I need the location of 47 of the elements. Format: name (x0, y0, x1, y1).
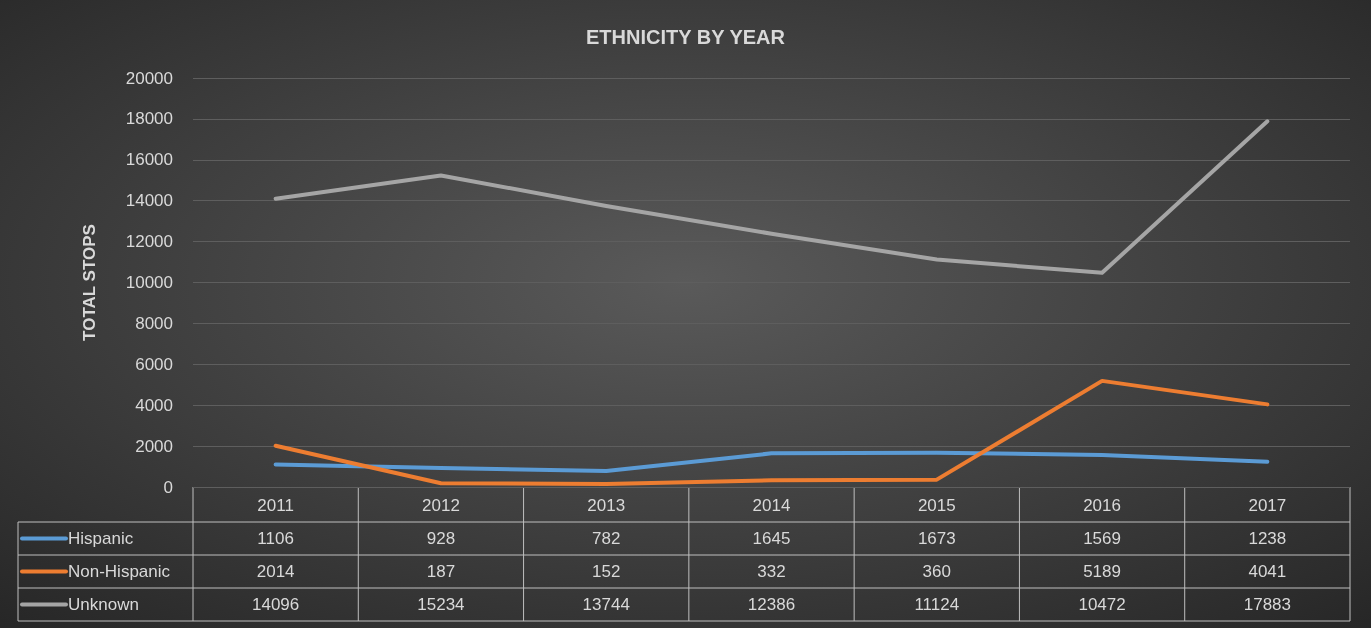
data-label: 332 (757, 562, 786, 581)
chart-title: ETHNICITY BY YEAR (586, 26, 786, 48)
y-tick-label: 6000 (135, 354, 173, 374)
y-tick-label: 14000 (125, 191, 173, 211)
x-tick-label: 2016 (1083, 496, 1121, 515)
y-axis-title: TOTAL STOPS (80, 224, 99, 341)
y-tick-label: 0 (163, 477, 173, 497)
data-label: 1106 (257, 529, 294, 548)
y-tick-label: 8000 (135, 313, 173, 333)
data-label: 782 (592, 529, 621, 548)
legend-label: Non-Hispanic (68, 562, 171, 581)
data-label: 5189 (1083, 562, 1121, 581)
data-label: 13744 (582, 595, 630, 614)
data-label: 928 (426, 529, 456, 548)
data-label: 1569 (1083, 529, 1121, 548)
data-label: 17883 (1243, 595, 1291, 614)
y-tick-label: 4000 (135, 395, 173, 415)
y-tick-label: 10000 (125, 273, 173, 292)
data-label: 11124 (914, 595, 960, 614)
data-label: 15234 (417, 595, 465, 614)
data-label: 1645 (752, 529, 791, 548)
x-tick-label: 2011 (257, 496, 294, 515)
legend-label: Unknown (68, 595, 139, 614)
legend-label: Hispanic (68, 529, 134, 548)
data-label: 10472 (1078, 595, 1126, 614)
data-label: 2014 (256, 562, 295, 581)
y-tick-label: 16000 (125, 150, 173, 170)
line-series (273, 378, 1270, 486)
y-tick-label: 20000 (125, 68, 173, 88)
data-label: 1673 (917, 529, 956, 548)
x-tick-label: 2014 (752, 496, 791, 515)
y-tick-label: 2000 (135, 436, 173, 456)
data-label: 4041 (1248, 562, 1287, 581)
x-tick-label: 2012 (422, 496, 460, 515)
y-tick-label: 12000 (125, 232, 173, 252)
line-series (273, 119, 1270, 275)
y-tick-label: 18000 (125, 109, 173, 129)
x-tick-label: 2017 (1248, 496, 1287, 515)
data-label: 360 (922, 562, 951, 581)
data-label: 1238 (1248, 529, 1287, 548)
data-label: 187 (426, 562, 456, 581)
line-series (273, 450, 1270, 474)
x-tick-label: 2015 (917, 496, 956, 515)
data-label: 14096 (252, 595, 300, 614)
x-tick-label: 2013 (587, 496, 626, 515)
data-label: 152 (592, 562, 621, 581)
data-label: 12386 (747, 595, 796, 614)
